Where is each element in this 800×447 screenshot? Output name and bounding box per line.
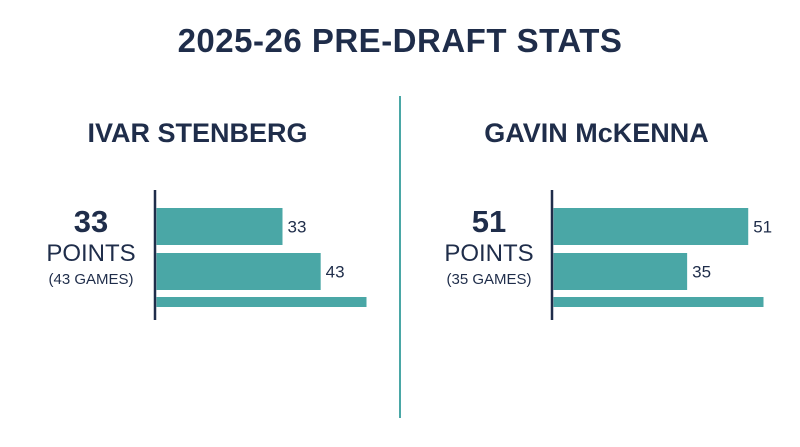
points-label: POINTS [46, 240, 136, 267]
player-panel-left: IVAR STENBERG 33 POINTS (43 GAMES) 33 43 [0, 0, 399, 447]
player-name: GAVIN McKENNA [484, 118, 709, 148]
bar-value-label: 33 [288, 218, 307, 237]
stat-block: 33 POINTS (43 GAMES) [26, 204, 156, 290]
points-value: 33 [73, 204, 109, 239]
player-panel-right: GAVIN McKENNA 51 POINTS (35 GAMES) 51 35 [401, 0, 800, 447]
points-label: POINTS [444, 240, 534, 267]
bar-value-label: 43 [326, 263, 345, 282]
bar-value-label: 35 [692, 263, 711, 282]
bar [156, 208, 283, 245]
points-value: 51 [471, 204, 507, 239]
bar-chart-right: 51 35 [550, 190, 772, 320]
games-label: (43 GAMES) [48, 271, 134, 288]
bar [156, 297, 367, 307]
bar [553, 208, 749, 245]
bar [553, 297, 764, 307]
center-divider [399, 96, 401, 418]
games-label: (35 GAMES) [446, 271, 532, 288]
bar [553, 253, 688, 290]
bar-value-label: 51 [753, 218, 772, 237]
player-name: IVAR STENBERG [87, 118, 308, 148]
chart-title: 2025-26 PRE-DRAFT STATS [177, 22, 623, 59]
stat-block: 51 POINTS (35 GAMES) [424, 204, 554, 290]
bar [156, 253, 321, 290]
bar-chart-left: 33 43 [153, 190, 367, 320]
